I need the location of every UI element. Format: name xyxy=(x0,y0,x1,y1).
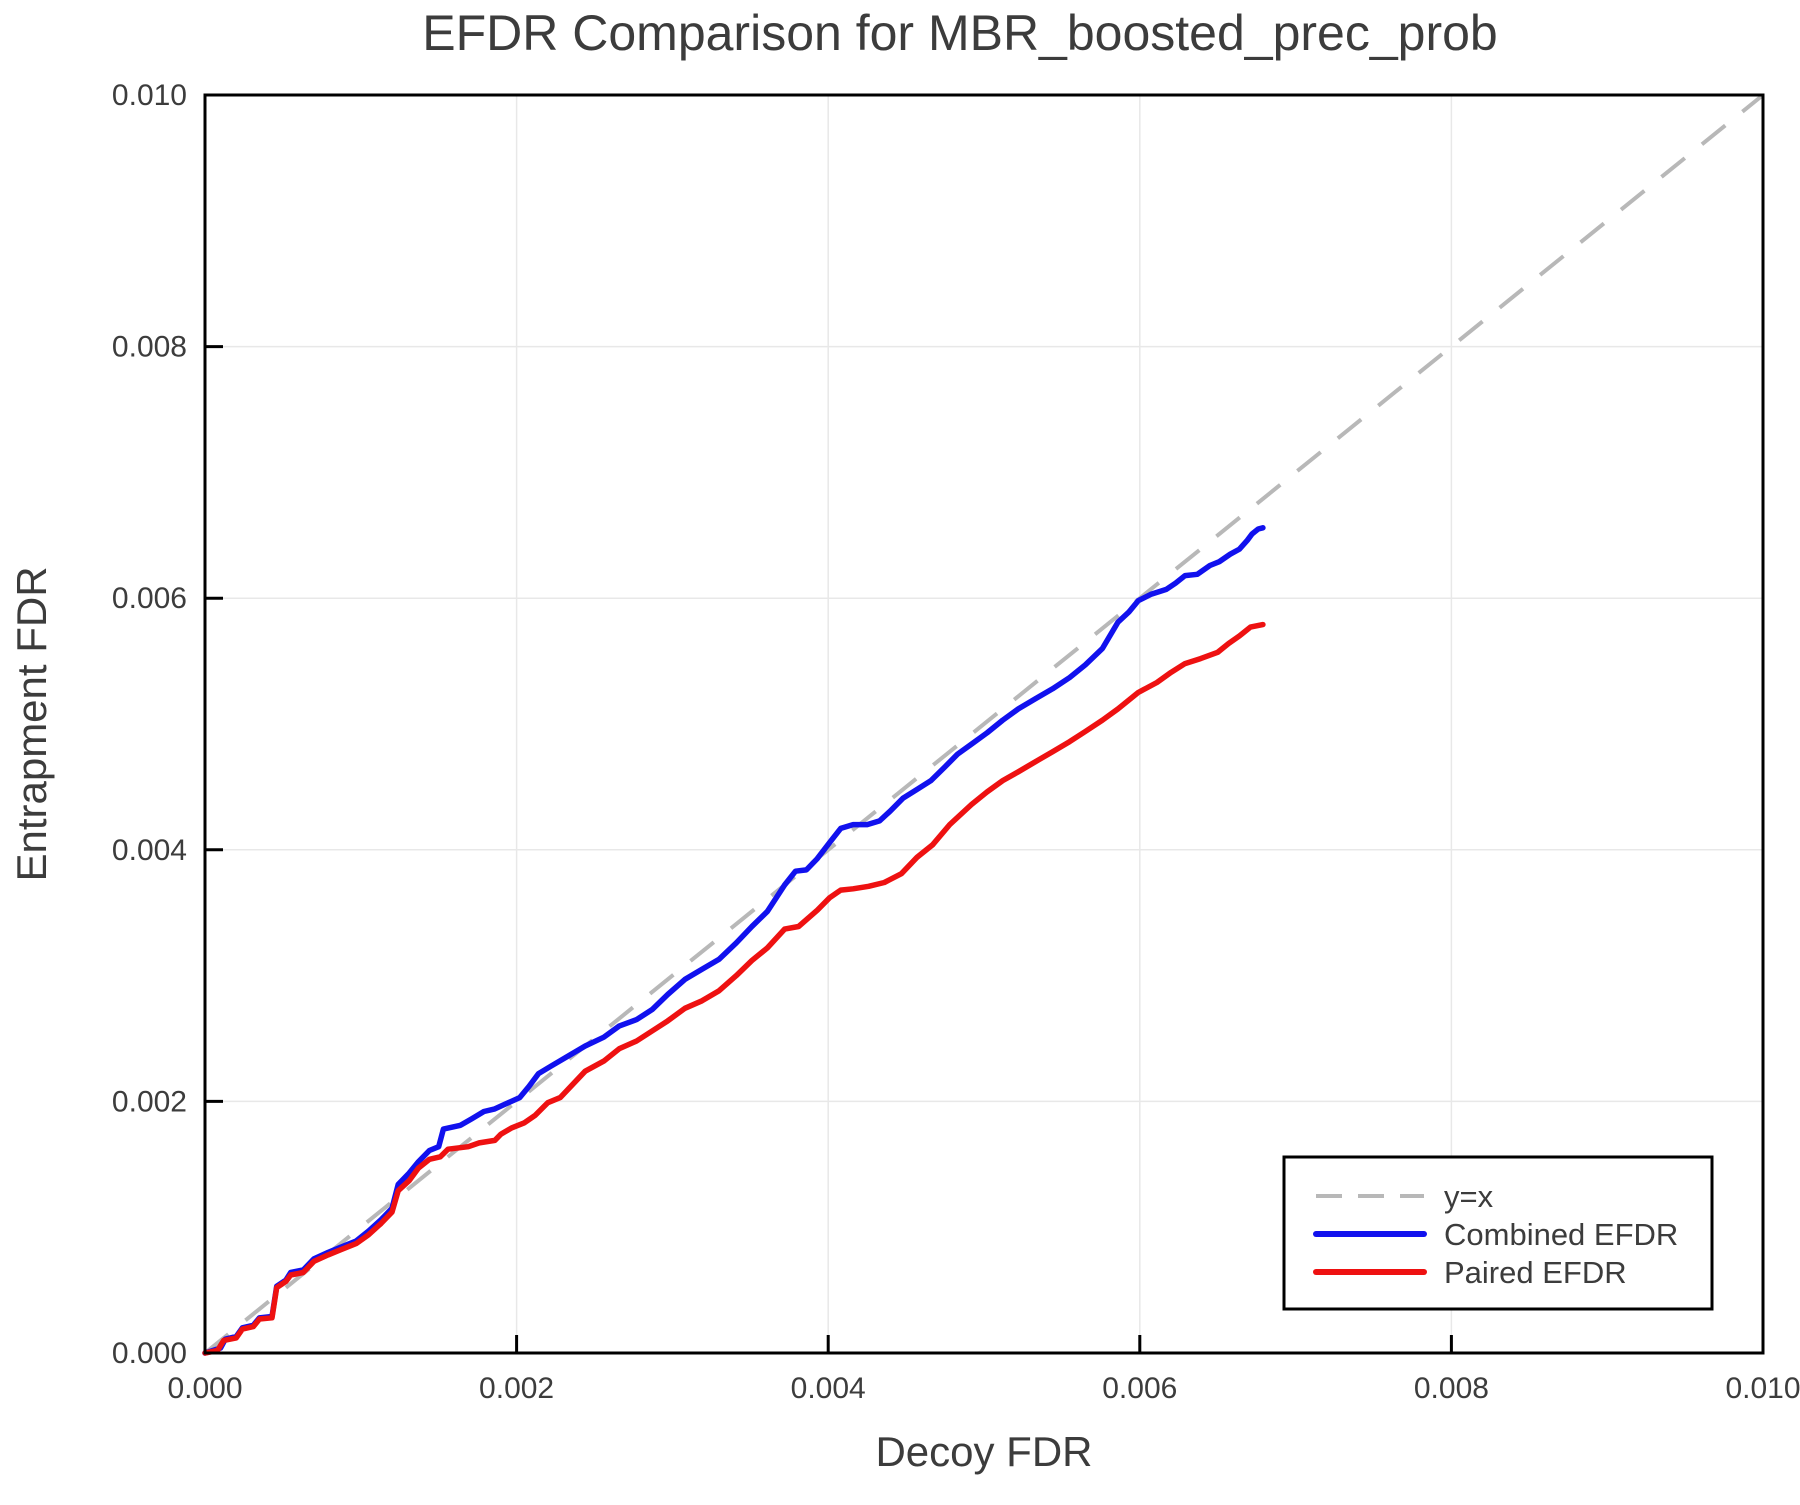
y-tick-label: 0.006 xyxy=(112,582,187,615)
x-tick-label: 0.004 xyxy=(791,1372,866,1405)
legend-label-combined-efdr: Combined EFDR xyxy=(1444,1217,1678,1252)
line-y-x xyxy=(203,93,1765,1355)
x-tick-label: 0.010 xyxy=(1725,1372,1800,1405)
x-axis-label: Decoy FDR xyxy=(875,1428,1092,1475)
tick-label-layer: 0.000 0.002 0.004 0.006 0.008 0.010 0.000 0.002… xyxy=(112,79,1800,1405)
y-tick-label: 0.004 xyxy=(112,834,187,867)
y-tick-label: 0.000 xyxy=(112,1337,187,1370)
frame-layer xyxy=(203,93,1765,1355)
x-tick-label: 0.000 xyxy=(167,1372,242,1405)
series-layer xyxy=(202,93,1765,1356)
y-tick-label: 0.010 xyxy=(112,79,187,112)
legend: y=x Combined EFDR Paired EFDR xyxy=(1282,1155,1714,1311)
x-tick-label: 0.006 xyxy=(1102,1372,1177,1405)
y-tick-label: 0.008 xyxy=(112,331,187,364)
legend-label-paired-efdr: Paired EFDR xyxy=(1444,1255,1627,1290)
x-tick-label: 0.002 xyxy=(479,1372,554,1405)
legend-label-identity: y=x xyxy=(1444,1179,1494,1214)
line-combined-efdr xyxy=(202,525,1266,1356)
y-axis-label: Entrapment FDR xyxy=(8,566,55,881)
line-paired-efdr xyxy=(202,621,1266,1356)
chart-title: EFDR Comparison for MBR_boosted_prec_pro… xyxy=(422,5,1498,61)
y-tick-label: 0.002 xyxy=(112,1085,187,1118)
x-tick-label: 0.008 xyxy=(1414,1372,1489,1405)
plot-frame xyxy=(203,93,1765,1355)
